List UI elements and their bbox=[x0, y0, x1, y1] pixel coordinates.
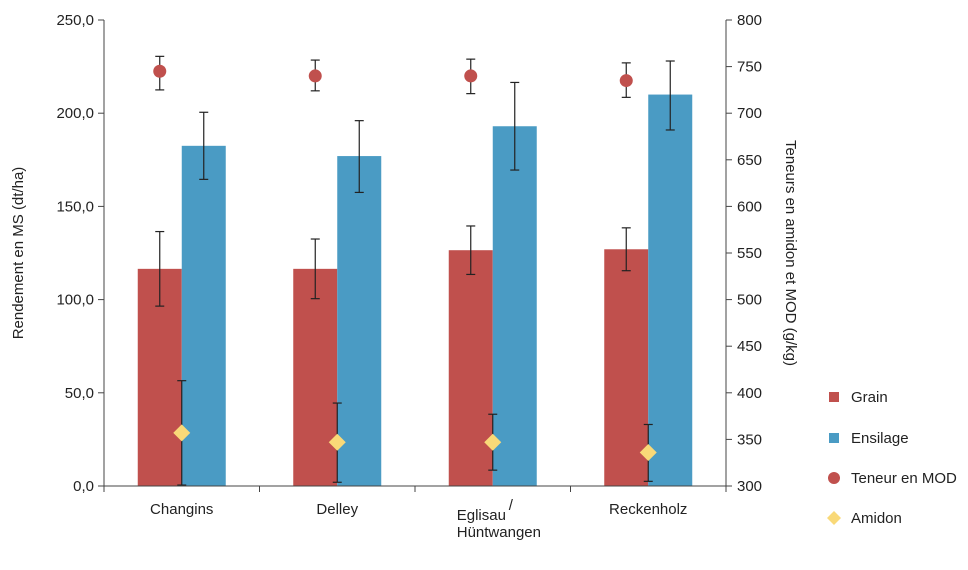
legend-swatch bbox=[829, 392, 839, 402]
legend-swatch bbox=[828, 472, 840, 484]
error-bars-layer bbox=[155, 55, 675, 486]
svg-text:Changins: Changins bbox=[150, 501, 213, 518]
legend-item-2: Ensilage bbox=[829, 430, 909, 447]
legend-label: Amidon bbox=[851, 510, 902, 527]
point-mod-2 bbox=[308, 69, 322, 83]
legend: Grain Ensilage Teneur en MOD Amidon bbox=[827, 389, 957, 527]
legend-swatch bbox=[829, 433, 839, 443]
x-tick-label: Eglisau/ Hüntwangen bbox=[457, 497, 541, 541]
error-bar-grain-3 bbox=[466, 225, 476, 276]
bar-grain-3 bbox=[448, 250, 493, 486]
legend-item-4: Amidon bbox=[827, 510, 902, 527]
bar-ensilage-1 bbox=[181, 145, 226, 486]
y-left-tick-label: 100,0 bbox=[56, 292, 94, 309]
y-right-tick-label: 450 bbox=[737, 338, 762, 355]
y-right-tick-label: 300 bbox=[737, 478, 762, 495]
y-left-tick-label: 0,0 bbox=[73, 478, 94, 495]
legend-label: Ensilage bbox=[851, 430, 909, 447]
y-right-tick-label: 350 bbox=[737, 431, 762, 448]
y-right-tick-label: 550 bbox=[737, 245, 762, 262]
y-right-axis-title: Teneurs en amidon et MOD (g/kg) bbox=[782, 140, 799, 366]
point-mod-4 bbox=[619, 74, 633, 88]
y-right-tick-label: 650 bbox=[737, 152, 762, 169]
legend-label: Grain bbox=[851, 389, 888, 406]
point-amidon-2 bbox=[328, 433, 346, 451]
x-tick-label: Changins bbox=[150, 501, 213, 518]
bar-grain-2 bbox=[293, 268, 338, 486]
y-left-tick-label: 250,0 bbox=[56, 12, 94, 29]
bar-grain-4 bbox=[604, 249, 649, 486]
svg-text:Reckenholz: Reckenholz bbox=[609, 501, 687, 518]
error-bar-grain-1 bbox=[155, 230, 165, 307]
bar-ensilage-3 bbox=[492, 126, 537, 487]
svg-text:/: / bbox=[509, 497, 514, 514]
y-right-tick-label: 750 bbox=[737, 59, 762, 76]
markers-layer bbox=[153, 64, 657, 461]
error-bar-ensilage-4 bbox=[665, 60, 675, 131]
point-amidon-3 bbox=[484, 433, 502, 451]
legend-label: Teneur en MOD bbox=[851, 470, 957, 487]
y-left-axis-title: Rendement en MS (dt/ha) bbox=[10, 167, 27, 340]
bar-ensilage-4 bbox=[648, 94, 693, 486]
y-right-tick-label: 600 bbox=[737, 198, 762, 215]
axes-layer: 0,0 50,0 100,0 150,0 200,0 250,0 300 350 400 450 5… bbox=[56, 12, 762, 541]
x-tick-label: Delley bbox=[316, 501, 358, 518]
x-tick-label: Reckenholz bbox=[609, 501, 687, 518]
legend-item-1: Grain bbox=[829, 389, 888, 406]
y-left-tick-label: 150,0 bbox=[56, 198, 94, 215]
y-left-tick-label: 50,0 bbox=[65, 385, 94, 402]
bar-ensilage-2 bbox=[337, 156, 382, 486]
point-amidon-4 bbox=[639, 443, 657, 461]
point-mod-1 bbox=[153, 64, 167, 78]
error-bar-ensilage-2 bbox=[354, 120, 364, 194]
y-left-tick-label: 200,0 bbox=[56, 105, 94, 122]
point-amidon-1 bbox=[173, 424, 191, 442]
legend-swatch bbox=[827, 511, 841, 525]
point-mod-3 bbox=[464, 69, 478, 83]
y-right-tick-label: 700 bbox=[737, 105, 762, 122]
error-bar-grain-2 bbox=[310, 238, 320, 300]
error-bar-ensilage-3 bbox=[510, 81, 520, 171]
error-bar-grain-4 bbox=[621, 227, 631, 272]
y-right-tick-label: 400 bbox=[737, 385, 762, 402]
error-bar-ensilage-1 bbox=[199, 111, 209, 180]
legend-item-3: Teneur en MOD bbox=[828, 470, 957, 487]
svg-text:Delley: Delley bbox=[316, 501, 358, 518]
svg-text:Hüntwangen: Hüntwangen bbox=[457, 524, 541, 541]
svg-text:Eglisau: Eglisau bbox=[457, 507, 506, 524]
y-right-tick-label: 500 bbox=[737, 292, 762, 309]
bars-layer bbox=[137, 94, 693, 487]
y-right-tick-label: 800 bbox=[737, 12, 762, 29]
